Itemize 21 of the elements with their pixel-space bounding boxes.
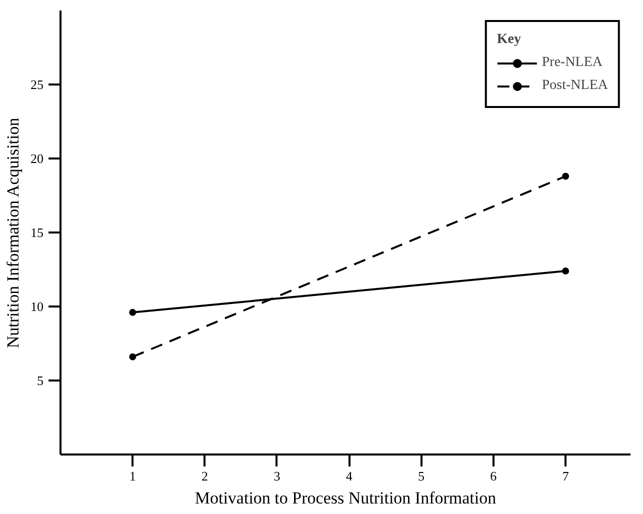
point (562, 172, 570, 180)
y-tick-label: 25 (30, 77, 44, 92)
y-tick-label: 10 (30, 299, 44, 314)
x-tick-label: 3 (274, 468, 280, 484)
x-tick-label: 5 (418, 468, 425, 484)
y-tick-label: 15 (30, 225, 44, 240)
y-tick-label: 20 (30, 151, 44, 166)
x-tick-label: 2 (202, 468, 208, 484)
x-tick-label: 4 (346, 468, 353, 484)
point (562, 267, 570, 274)
legend-title: Key (496, 32, 522, 48)
y-axis-title: Nutrition Information Acquisition (4, 117, 22, 348)
point (129, 353, 136, 360)
y-tick-label: 5 (37, 373, 44, 388)
legend-label: Post-NLEA (542, 78, 608, 94)
legend-label: Pre-NLEA (542, 55, 603, 71)
point (129, 308, 136, 316)
x-tick-label: 7 (562, 468, 570, 484)
x-tick-label: 6 (490, 468, 498, 484)
x-axis-title: Motivation to Process Nutrition Information (194, 488, 497, 508)
x-tick-label: 1 (129, 468, 136, 484)
